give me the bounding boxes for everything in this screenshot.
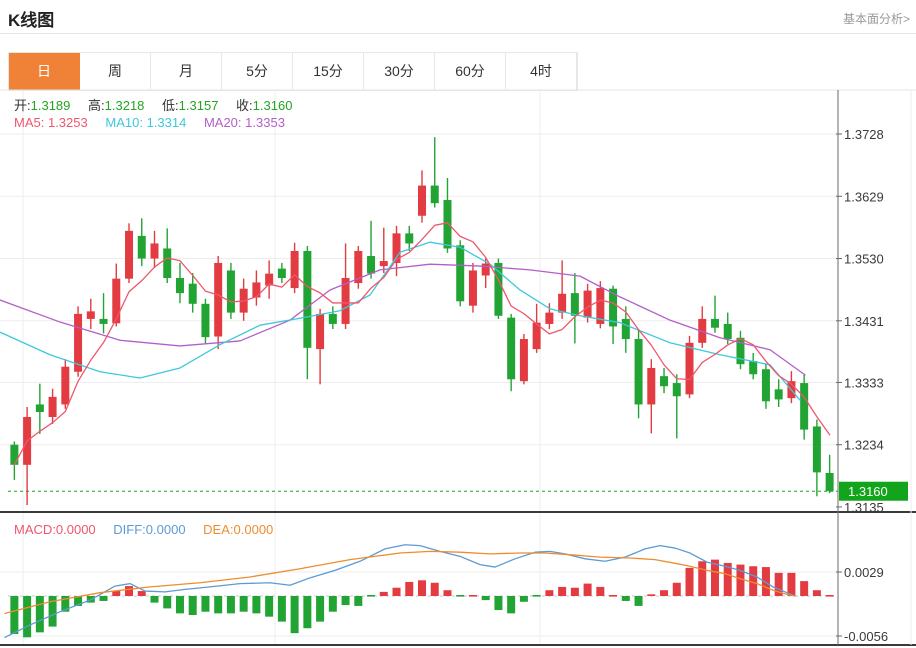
- svg-text:1.3629: 1.3629: [844, 189, 884, 204]
- tab-4hour[interactable]: 4时: [506, 53, 577, 90]
- page-title: K线图: [8, 11, 55, 30]
- tab-month[interactable]: 月: [151, 53, 222, 90]
- svg-text:-0.0056: -0.0056: [844, 629, 888, 644]
- tab-60min[interactable]: 60分: [435, 53, 506, 90]
- svg-text:1.3234: 1.3234: [844, 438, 884, 453]
- svg-text:1.3728: 1.3728: [844, 127, 884, 142]
- interval-tabbar: 日 周 月 5分 15分 30分 60分 4时: [8, 52, 578, 91]
- tab-15min[interactable]: 15分: [293, 53, 364, 90]
- svg-text:1.3135: 1.3135: [844, 500, 884, 515]
- fundamental-analysis-link[interactable]: 基本面分析>: [842, 12, 910, 26]
- panel-borders: [0, 89, 916, 646]
- macd-histogram: [10, 559, 834, 638]
- tab-30min[interactable]: 30分: [364, 53, 435, 90]
- candles-layer: [10, 137, 834, 506]
- svg-text:1.3160: 1.3160: [848, 484, 888, 499]
- tab-day[interactable]: 日: [9, 53, 80, 90]
- svg-text:1.3431: 1.3431: [844, 314, 884, 329]
- ma5-line: [13, 222, 831, 466]
- tab-week[interactable]: 周: [80, 53, 151, 90]
- header-divider: [0, 33, 916, 34]
- diff-line: [4, 544, 796, 638]
- svg-text:0.0029: 0.0029: [844, 565, 884, 580]
- tab-5min[interactable]: 5分: [222, 53, 293, 90]
- dea-line: [4, 550, 796, 615]
- svg-text:1.3530: 1.3530: [844, 252, 884, 267]
- ma20-line: [0, 263, 806, 376]
- macd-axis: 0.0029 -0.0056: [836, 565, 888, 644]
- svg-text:1.3333: 1.3333: [844, 375, 884, 390]
- current-price-marker: 1.3160: [839, 481, 908, 501]
- price-axis: 1.3728 1.3629 1.3530 1.3431 1.3333 1.3234 1.31…: [836, 127, 884, 515]
